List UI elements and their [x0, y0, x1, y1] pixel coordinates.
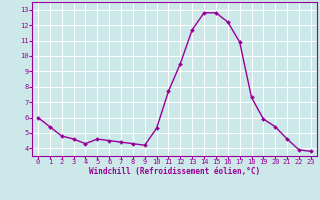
X-axis label: Windchill (Refroidissement éolien,°C): Windchill (Refroidissement éolien,°C) [89, 167, 260, 176]
